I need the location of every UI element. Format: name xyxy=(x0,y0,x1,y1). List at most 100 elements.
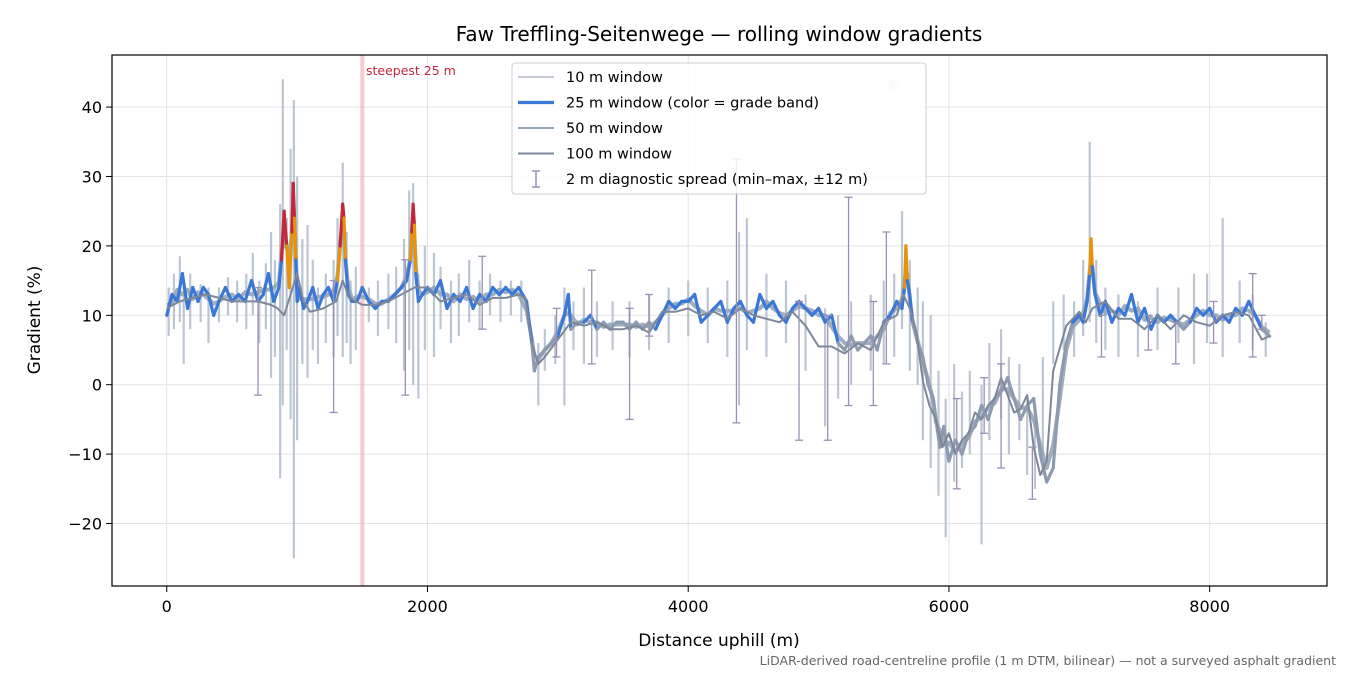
segment-25m xyxy=(282,209,289,248)
chart-title: Faw Treffling-Seitenwege — rolling windo… xyxy=(456,22,983,46)
segment-25m xyxy=(986,397,997,421)
legend-frame xyxy=(511,62,927,195)
x-axis: 0 2000 4000 6000 8000 xyxy=(162,586,1230,616)
segment-25m xyxy=(223,285,234,303)
y-tick-label: −10 xyxy=(68,445,102,464)
segment-25m xyxy=(1045,466,1055,484)
x-tick-label: 2000 xyxy=(407,597,448,616)
segment-25m xyxy=(660,299,671,317)
segment-25m xyxy=(1142,306,1153,331)
legend-label: 50 m window xyxy=(566,121,663,137)
segment-25m xyxy=(341,202,346,220)
segment-25m xyxy=(1005,376,1016,401)
segment-25m xyxy=(829,313,840,345)
segment-25m xyxy=(1136,306,1147,324)
x-tick-label: 0 xyxy=(162,597,172,616)
y-axis-label: Gradient (%) xyxy=(25,266,45,375)
segment-25m xyxy=(926,383,935,401)
segment-25m xyxy=(408,230,414,262)
segment-25m xyxy=(438,279,449,310)
segment-25m xyxy=(1090,265,1097,297)
segment-25m xyxy=(849,334,860,352)
segment-25m xyxy=(206,292,216,317)
segment-25m xyxy=(1018,403,1029,421)
segment-25m xyxy=(191,285,200,303)
segment-25m xyxy=(180,272,190,310)
segment-25m xyxy=(411,202,416,227)
segment-25m xyxy=(266,272,276,303)
segment-25m xyxy=(360,285,371,303)
segment-25m xyxy=(1064,320,1075,345)
segment-25m xyxy=(249,279,260,303)
series-100m-window xyxy=(166,272,1271,476)
legend-item: 2 m diagnostic spread (min–max, ±12 m) xyxy=(532,170,868,188)
legend-label: 10 m window xyxy=(566,70,663,86)
y-tick-label: 30 xyxy=(82,167,102,186)
segment-25m xyxy=(960,431,971,456)
segment-25m xyxy=(243,279,254,303)
segment-25m xyxy=(771,299,782,317)
highlight-bands xyxy=(360,55,365,586)
segment-25m xyxy=(921,355,930,387)
segment-25m xyxy=(1123,292,1134,317)
y-tick-label: 0 xyxy=(92,376,102,395)
segment-25m xyxy=(738,299,749,317)
legend-item: 10 m window xyxy=(518,70,663,86)
segment-25m xyxy=(355,285,364,303)
segment-25m xyxy=(277,258,284,290)
legend-item: 25 m window (color = grade band) xyxy=(518,96,819,112)
segment-25m xyxy=(165,292,174,317)
segment-25m xyxy=(291,181,297,220)
y-tick-label: 40 xyxy=(82,98,102,117)
segment-25m xyxy=(292,216,298,262)
legend-label: 100 m window xyxy=(566,147,672,163)
segment-25m xyxy=(316,292,325,310)
segment-25m xyxy=(342,216,347,262)
legend-label: 2 m diagnostic spread (min–max, ±12 m) xyxy=(566,172,868,188)
segment-25m xyxy=(484,285,495,303)
segment-25m xyxy=(1227,306,1238,324)
segment-25m xyxy=(445,292,456,310)
legend: 10 m window 25 m window (color = grade ba… xyxy=(511,62,927,195)
segment-25m xyxy=(693,292,703,324)
segment-25m xyxy=(335,244,342,283)
segment-25m xyxy=(931,397,938,421)
segment-25m xyxy=(196,285,205,303)
segment-25m xyxy=(212,299,221,317)
y-tick-label: −20 xyxy=(68,515,102,534)
legend-label: 25 m window (color = grade band) xyxy=(566,96,819,112)
segment-25m xyxy=(272,285,281,303)
y-axis: −20 −10 0 10 20 30 40 xyxy=(68,98,112,534)
series-lines xyxy=(165,181,1272,484)
x-tick-label: 8000 xyxy=(1189,597,1230,616)
x-axis-label: Distance uphill (m) xyxy=(638,631,799,651)
segment-25m xyxy=(343,258,350,297)
segment-25m xyxy=(1103,299,1114,324)
segment-25m xyxy=(1253,313,1264,331)
segment-25m xyxy=(751,292,762,324)
footnote: LiDAR-derived road-centreline profile (1… xyxy=(760,653,1336,668)
segment-25m xyxy=(1085,272,1092,303)
y-tick-label: 10 xyxy=(82,306,102,325)
x-tick-label: 4000 xyxy=(668,597,709,616)
y-tick-label: 20 xyxy=(82,237,102,256)
segment-25m xyxy=(905,279,912,297)
segment-25m xyxy=(904,244,909,283)
diagnostic-spread-bars xyxy=(254,158,1266,500)
segment-25m xyxy=(888,299,899,317)
x-tick-label: 6000 xyxy=(929,597,970,616)
plot-frame xyxy=(111,54,1328,587)
segment-25m xyxy=(412,223,418,276)
segment-25m xyxy=(1058,341,1068,387)
segment-25m xyxy=(758,292,769,310)
series-50m-window xyxy=(166,209,1271,470)
steepest-annotation: steepest 25 m xyxy=(366,63,456,78)
segment-25m xyxy=(1051,383,1062,470)
segment-25m xyxy=(947,438,958,463)
segment-25m xyxy=(942,424,951,463)
segment-25m xyxy=(653,313,664,331)
segment-25m xyxy=(900,285,907,310)
segment-25m xyxy=(816,306,827,324)
segment-25m xyxy=(405,258,413,283)
